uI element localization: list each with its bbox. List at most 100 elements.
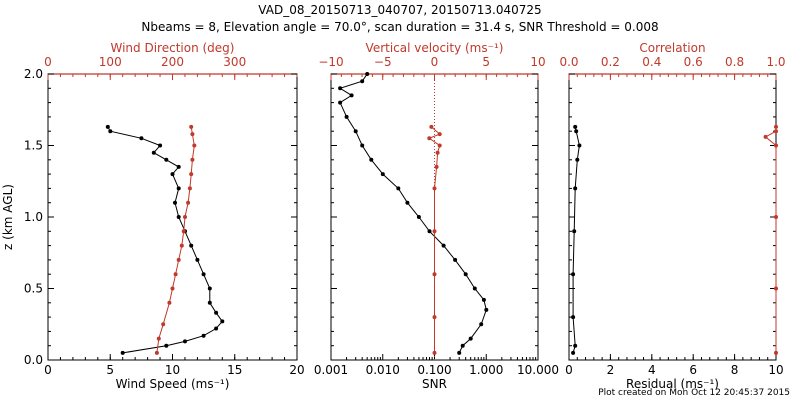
data-point (432, 350, 437, 355)
data-point (479, 322, 484, 327)
top-tick-label: 100 (99, 55, 122, 69)
data-point (207, 286, 212, 291)
top-tick-label: 0.8 (725, 55, 744, 69)
plot-frame-3 (568, 73, 777, 361)
data-point (207, 300, 212, 305)
data-point (484, 307, 489, 312)
data-point (154, 350, 159, 355)
data-point (214, 310, 219, 315)
data-point (575, 157, 580, 162)
data-point (573, 124, 578, 129)
data-point (353, 129, 358, 134)
top-tick-label: 5 (482, 55, 490, 69)
data-point (201, 272, 206, 277)
data-point (201, 333, 206, 338)
data-point (574, 129, 579, 134)
top-tick-label: 0.2 (601, 55, 620, 69)
data-point (195, 257, 200, 262)
top-tick-label: 0.0 (559, 55, 578, 69)
data-point (176, 215, 181, 219)
top-axis-title-wind-direction-deg: Wind Direction (deg) (111, 41, 235, 55)
top-tick-label: 300 (223, 55, 246, 69)
top-tick-label: 10 (530, 55, 545, 69)
data-point (763, 134, 768, 139)
top-tick-label: 0.6 (684, 55, 703, 69)
bottom-tick-label: 10 (165, 363, 180, 377)
top-axis-title-correlation: Correlation (639, 41, 705, 55)
data-point (774, 215, 778, 219)
bottom-tick-label: 1.000 (469, 363, 503, 377)
bottom-tick-label: 4 (648, 363, 656, 377)
footer-note: Plot created on Mon Oct 12 20:45:37 2015 (598, 388, 790, 398)
bottom-axis-title-snr: SNR (422, 377, 447, 391)
data-point (380, 172, 385, 177)
data-point (167, 300, 172, 305)
data-point (187, 186, 192, 191)
bottom-tick-label: 15 (227, 363, 242, 377)
data-point (139, 136, 144, 141)
data-point (151, 150, 156, 155)
data-point (120, 350, 125, 355)
series-line-top-axis (764, 126, 777, 353)
data-point (183, 339, 187, 344)
bottom-tick-label: 0.001 (314, 363, 348, 377)
data-point (158, 143, 163, 148)
y-tick-label: 0.0 (24, 353, 43, 367)
series-line-bottom-axis (572, 126, 580, 354)
data-point (435, 150, 440, 155)
data-point (481, 297, 486, 302)
data-point (571, 350, 576, 355)
data-point (189, 172, 194, 177)
data-point (179, 243, 184, 248)
data-point (360, 79, 365, 84)
bottom-tick-label: 8 (731, 363, 739, 377)
data-point (189, 243, 194, 248)
data-point (192, 143, 197, 148)
data-point (170, 286, 175, 291)
data-point (108, 129, 113, 134)
top-tick-label: 0 (44, 55, 52, 69)
data-point (457, 350, 462, 355)
data-point (571, 315, 576, 320)
data-point (189, 124, 194, 129)
data-point (190, 132, 195, 137)
bottom-tick-label: 0.010 (366, 363, 400, 377)
data-point (460, 343, 465, 348)
data-point (369, 157, 374, 162)
data-point (774, 286, 778, 291)
bottom-tick-label: 10 (768, 363, 783, 377)
data-point (434, 164, 439, 169)
bottom-tick-label: 0.100 (417, 363, 451, 377)
data-point (573, 186, 578, 191)
data-point (365, 72, 370, 76)
y-tick-label: 0.5 (24, 282, 43, 296)
top-tick-label: −10 (318, 55, 343, 69)
bottom-tick-label: 2 (607, 363, 615, 377)
data-point (181, 229, 186, 234)
data-point (463, 272, 468, 277)
plot-frame-1 (47, 73, 298, 361)
data-point (437, 132, 442, 137)
data-point (164, 157, 169, 162)
bottom-tick-label: 10.000 (517, 363, 559, 377)
data-point (176, 186, 181, 191)
data-point (427, 136, 432, 141)
bottom-tick-label: 6 (689, 363, 697, 377)
bottom-tick-label: 5 (106, 363, 114, 377)
y-tick-label: 1.5 (24, 139, 43, 153)
data-point (774, 143, 778, 148)
data-point (774, 124, 778, 129)
data-point (161, 322, 166, 327)
data-point (176, 257, 181, 262)
y-axis-title: z (km AGL) (1, 184, 15, 250)
data-point (360, 143, 365, 148)
chart-title: VAD_08_20150713_040707, 20150713.040725 (258, 3, 542, 17)
data-point (220, 319, 225, 324)
top-tick-label: 1.0 (766, 55, 785, 69)
bottom-tick-label: 0 (44, 363, 52, 377)
data-point (349, 93, 354, 98)
data-point (774, 350, 778, 355)
data-point (338, 100, 343, 105)
top-tick-label: −5 (374, 55, 392, 69)
